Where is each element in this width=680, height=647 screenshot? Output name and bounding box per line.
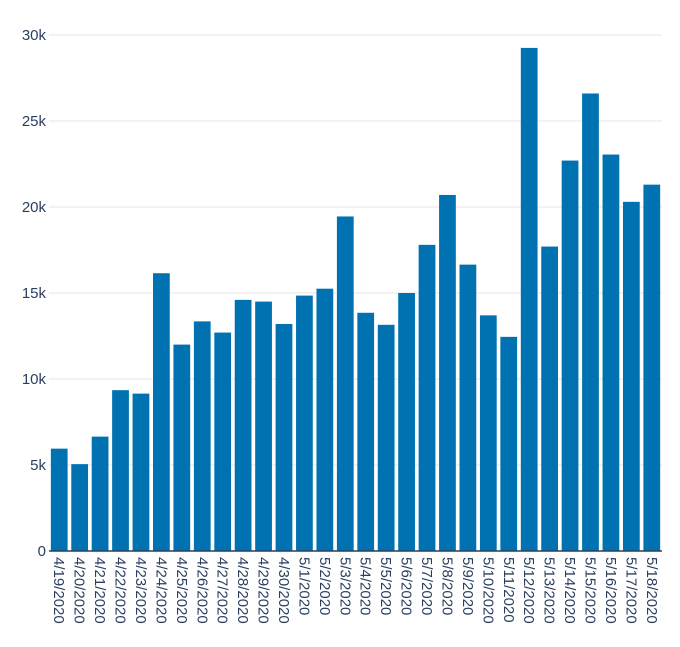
bar[interactable] xyxy=(71,464,89,551)
x-tick-label: 4/28/2020 xyxy=(234,557,251,624)
bar[interactable] xyxy=(479,315,497,551)
x-tick-label: 4/26/2020 xyxy=(193,557,210,624)
x-tick-label: 5/10/2020 xyxy=(479,557,496,624)
x-tick-label: 5/17/2020 xyxy=(622,557,639,624)
bar[interactable] xyxy=(500,336,518,551)
x-tick-label: 4/19/2020 xyxy=(50,557,67,624)
bar[interactable] xyxy=(50,448,68,551)
bar[interactable] xyxy=(275,323,293,551)
bar[interactable] xyxy=(643,184,661,551)
x-tick-label: 4/23/2020 xyxy=(132,557,149,624)
x-tick-label: 5/18/2020 xyxy=(643,557,660,624)
x-tick-label: 4/25/2020 xyxy=(173,557,190,624)
bar[interactable] xyxy=(377,324,395,551)
bar[interactable] xyxy=(582,93,599,551)
bar[interactable] xyxy=(173,344,191,551)
x-tick-label: 5/14/2020 xyxy=(561,557,578,624)
bar[interactable] xyxy=(561,160,579,551)
bar[interactable] xyxy=(193,321,211,551)
x-tick-label: 5/12/2020 xyxy=(520,557,537,624)
bar[interactable] xyxy=(234,299,252,551)
x-tick-label: 5/15/2020 xyxy=(581,557,598,624)
x-tick-label: 4/29/2020 xyxy=(255,557,272,624)
x-tick-label: 5/16/2020 xyxy=(602,557,619,624)
bar[interactable] xyxy=(112,390,129,551)
bar[interactable] xyxy=(418,244,436,551)
bar[interactable] xyxy=(336,216,354,551)
y-tick-label: 20k xyxy=(22,199,47,216)
x-tick-label: 5/8/2020 xyxy=(438,557,455,615)
x-tick-label: 4/24/2020 xyxy=(152,557,169,624)
bar[interactable] xyxy=(91,436,109,551)
bar[interactable] xyxy=(541,246,558,551)
x-tick-label: 5/4/2020 xyxy=(357,557,374,615)
bar[interactable] xyxy=(459,264,477,551)
x-tick-label: 4/30/2020 xyxy=(275,557,292,624)
bar[interactable] xyxy=(520,47,538,552)
bar[interactable] xyxy=(255,301,272,551)
y-tick-label: 10k xyxy=(22,371,47,388)
bar[interactable] xyxy=(316,288,334,551)
x-tick-label: 5/5/2020 xyxy=(377,557,394,615)
x-tick-label: 5/13/2020 xyxy=(541,557,558,624)
bar[interactable] xyxy=(602,154,620,552)
bar[interactable] xyxy=(439,194,456,551)
bar[interactable] xyxy=(622,201,640,551)
bar[interactable] xyxy=(296,295,313,551)
bar-layer xyxy=(50,47,661,552)
y-tick-label: 25k xyxy=(22,113,47,130)
x-tick-label: 5/11/2020 xyxy=(500,557,517,623)
bar[interactable] xyxy=(398,293,415,551)
y-tick-label: 5k xyxy=(30,457,46,474)
x-tick-label: 5/1/2020 xyxy=(295,557,312,615)
x-tick-label: 5/6/2020 xyxy=(398,557,415,615)
x-tick-label: 4/22/2020 xyxy=(112,557,129,624)
y-tick-label: 15k xyxy=(22,285,47,302)
y-tick-label: 0 xyxy=(38,543,46,560)
x-tick-label: 4/21/2020 xyxy=(91,557,108,624)
y-tick-label: 30k xyxy=(22,27,47,44)
bar[interactable] xyxy=(132,393,150,551)
x-tick-label: 5/7/2020 xyxy=(418,557,435,615)
x-tick-label: 5/2/2020 xyxy=(316,557,333,615)
bar[interactable] xyxy=(357,312,375,551)
bar[interactable] xyxy=(214,332,232,551)
x-tick-label: 4/20/2020 xyxy=(71,557,88,624)
x-tick-label: 4/27/2020 xyxy=(214,557,231,624)
label-layer: 0 5k 10k 15k 20k 25k 30k 4/19/2020 4/20/2020 4/21… xyxy=(22,27,660,624)
x-tick-label: 5/9/2020 xyxy=(459,557,476,615)
bar[interactable] xyxy=(153,273,170,551)
grid-layer xyxy=(49,34,662,466)
x-tick-label: 5/3/2020 xyxy=(336,557,353,615)
